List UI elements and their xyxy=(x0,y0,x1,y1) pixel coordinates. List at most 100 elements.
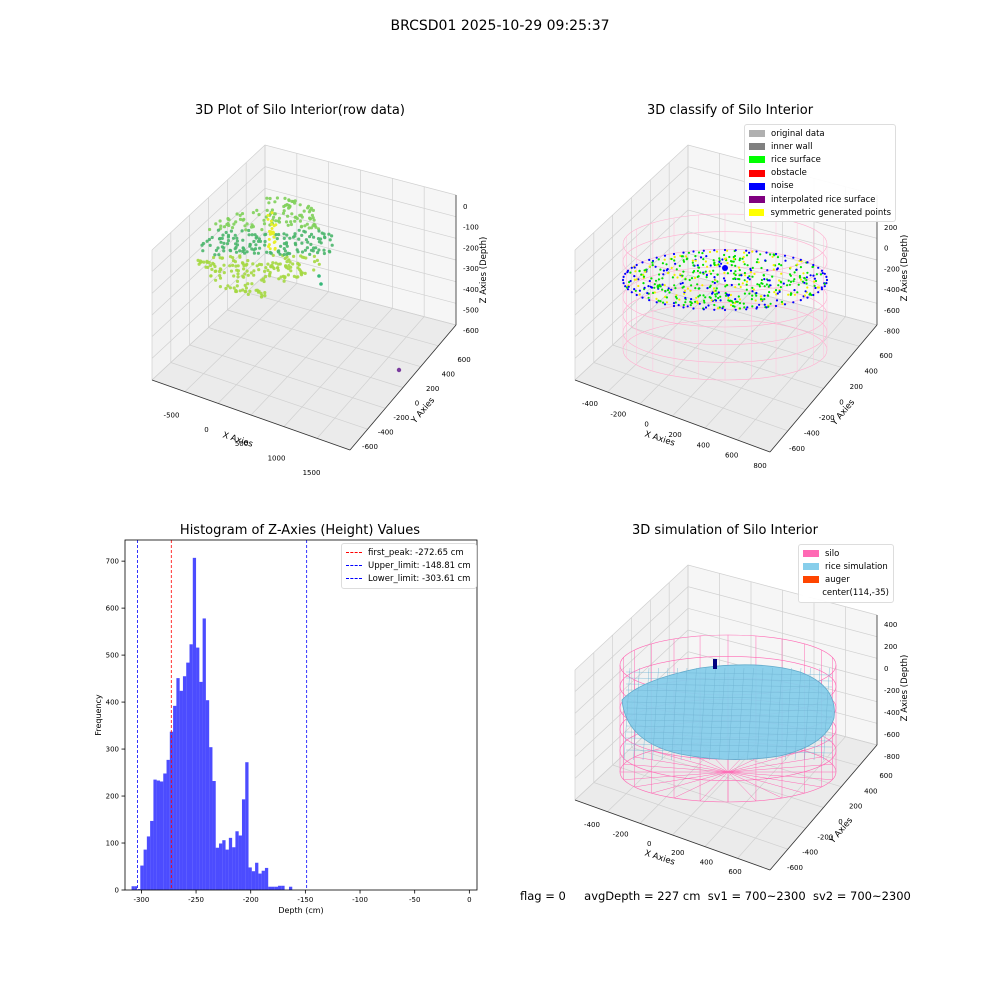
raw-z-tick-label: -200 xyxy=(463,244,479,252)
classify-point xyxy=(756,261,758,263)
classify-point xyxy=(725,295,727,297)
raw-point xyxy=(216,246,219,249)
classify-point xyxy=(733,261,735,263)
classify-point xyxy=(657,287,659,289)
classify-point xyxy=(779,291,781,293)
classify-point xyxy=(812,275,814,277)
raw-point xyxy=(254,243,257,246)
classify-point xyxy=(696,283,698,285)
raw-point xyxy=(312,268,315,271)
classify-point xyxy=(639,293,641,295)
histogram-bar xyxy=(186,663,189,890)
raw-point xyxy=(221,234,224,237)
classify-noise-point xyxy=(724,249,726,251)
raw-z-tick-label: -100 xyxy=(463,224,479,232)
classify-point xyxy=(766,269,768,271)
classify-z-tick-label: 0 xyxy=(884,245,888,253)
classify-point xyxy=(689,290,691,292)
classify-noise-point xyxy=(765,252,767,254)
classify-point xyxy=(810,274,812,276)
classify-point xyxy=(699,294,701,296)
histogram-y-tick-label: 400 xyxy=(106,699,119,707)
classify-point xyxy=(676,268,678,270)
raw-point xyxy=(266,263,269,266)
classify-point xyxy=(740,286,742,288)
raw-point xyxy=(298,268,301,271)
histogram-bar xyxy=(219,843,222,890)
simulation-auger-marker xyxy=(713,659,717,669)
raw-point xyxy=(235,269,238,272)
classify-point xyxy=(780,273,782,275)
raw-point xyxy=(253,252,256,255)
raw-point xyxy=(247,293,250,296)
classify-point xyxy=(805,290,807,292)
classify-noise-point xyxy=(641,261,643,263)
raw-point xyxy=(222,242,225,245)
classify-point xyxy=(713,276,715,278)
raw-point xyxy=(317,229,320,232)
classify-point xyxy=(717,307,719,309)
histogram-bar xyxy=(163,773,166,890)
raw-point xyxy=(245,264,248,267)
raw-outlier xyxy=(397,368,401,372)
classify-point xyxy=(697,264,699,266)
classify-noise-point xyxy=(703,250,705,252)
classify-legend-swatch xyxy=(749,209,764,216)
classify-point xyxy=(730,270,732,272)
histogram-legend: first_peak: -272.65 cm Upper_limit: -148.… xyxy=(341,543,477,589)
classify-legend-label: inner wall xyxy=(771,142,812,152)
classify-point xyxy=(724,258,726,260)
raw-point xyxy=(328,250,331,253)
classify-legend-swatch xyxy=(749,196,765,203)
classify-point xyxy=(757,258,759,260)
classify-point xyxy=(667,289,669,291)
raw-point xyxy=(235,237,238,240)
classify-point xyxy=(789,273,791,275)
raw-point xyxy=(245,286,248,289)
classify-point xyxy=(683,304,685,306)
classify-point xyxy=(739,298,741,300)
classify-point xyxy=(713,290,715,292)
classify-point xyxy=(648,297,650,299)
raw-point xyxy=(299,220,302,223)
classify-point xyxy=(760,295,762,297)
histogram-title: Histogram of Z-Axies (Height) Values xyxy=(130,523,470,538)
classify-silo-wireframe xyxy=(622,214,828,380)
classify-point xyxy=(713,259,715,261)
classify-point xyxy=(687,305,689,307)
classify-noise-point xyxy=(656,257,658,259)
raw-point xyxy=(236,280,239,283)
classify-noise-point xyxy=(673,305,675,307)
avg-depth-text: avgDepth = 227 cm xyxy=(584,889,700,903)
raw-point xyxy=(294,242,297,245)
raw-point xyxy=(212,263,215,266)
classify-point xyxy=(734,265,736,267)
simulation-z-tick-label: -200 xyxy=(884,687,900,695)
raw-point xyxy=(248,233,251,236)
classify-point xyxy=(642,282,644,284)
classify-point xyxy=(783,283,785,285)
classify-point xyxy=(777,256,779,258)
classify-noise-point xyxy=(724,309,726,311)
raw-point xyxy=(241,239,244,242)
raw-point xyxy=(230,230,233,233)
histogram-bar xyxy=(176,678,179,890)
raw-point xyxy=(322,249,325,252)
raw-point xyxy=(304,272,307,275)
raw-point xyxy=(241,275,244,278)
raw-point-highlight xyxy=(271,227,274,230)
raw-point xyxy=(289,220,292,223)
raw-point xyxy=(273,200,276,203)
classify-point xyxy=(692,264,694,266)
classify-point xyxy=(709,251,711,253)
classify-point xyxy=(727,299,729,301)
raw-point xyxy=(198,263,201,266)
classify-legend-entry: symmetric generated points xyxy=(749,206,891,219)
raw-point xyxy=(222,264,225,267)
raw-point xyxy=(308,226,311,229)
raw-point xyxy=(214,222,217,225)
histogram-bar xyxy=(278,886,281,890)
classify-point xyxy=(732,302,734,304)
classify-point xyxy=(640,274,642,276)
classify-point xyxy=(635,290,637,292)
